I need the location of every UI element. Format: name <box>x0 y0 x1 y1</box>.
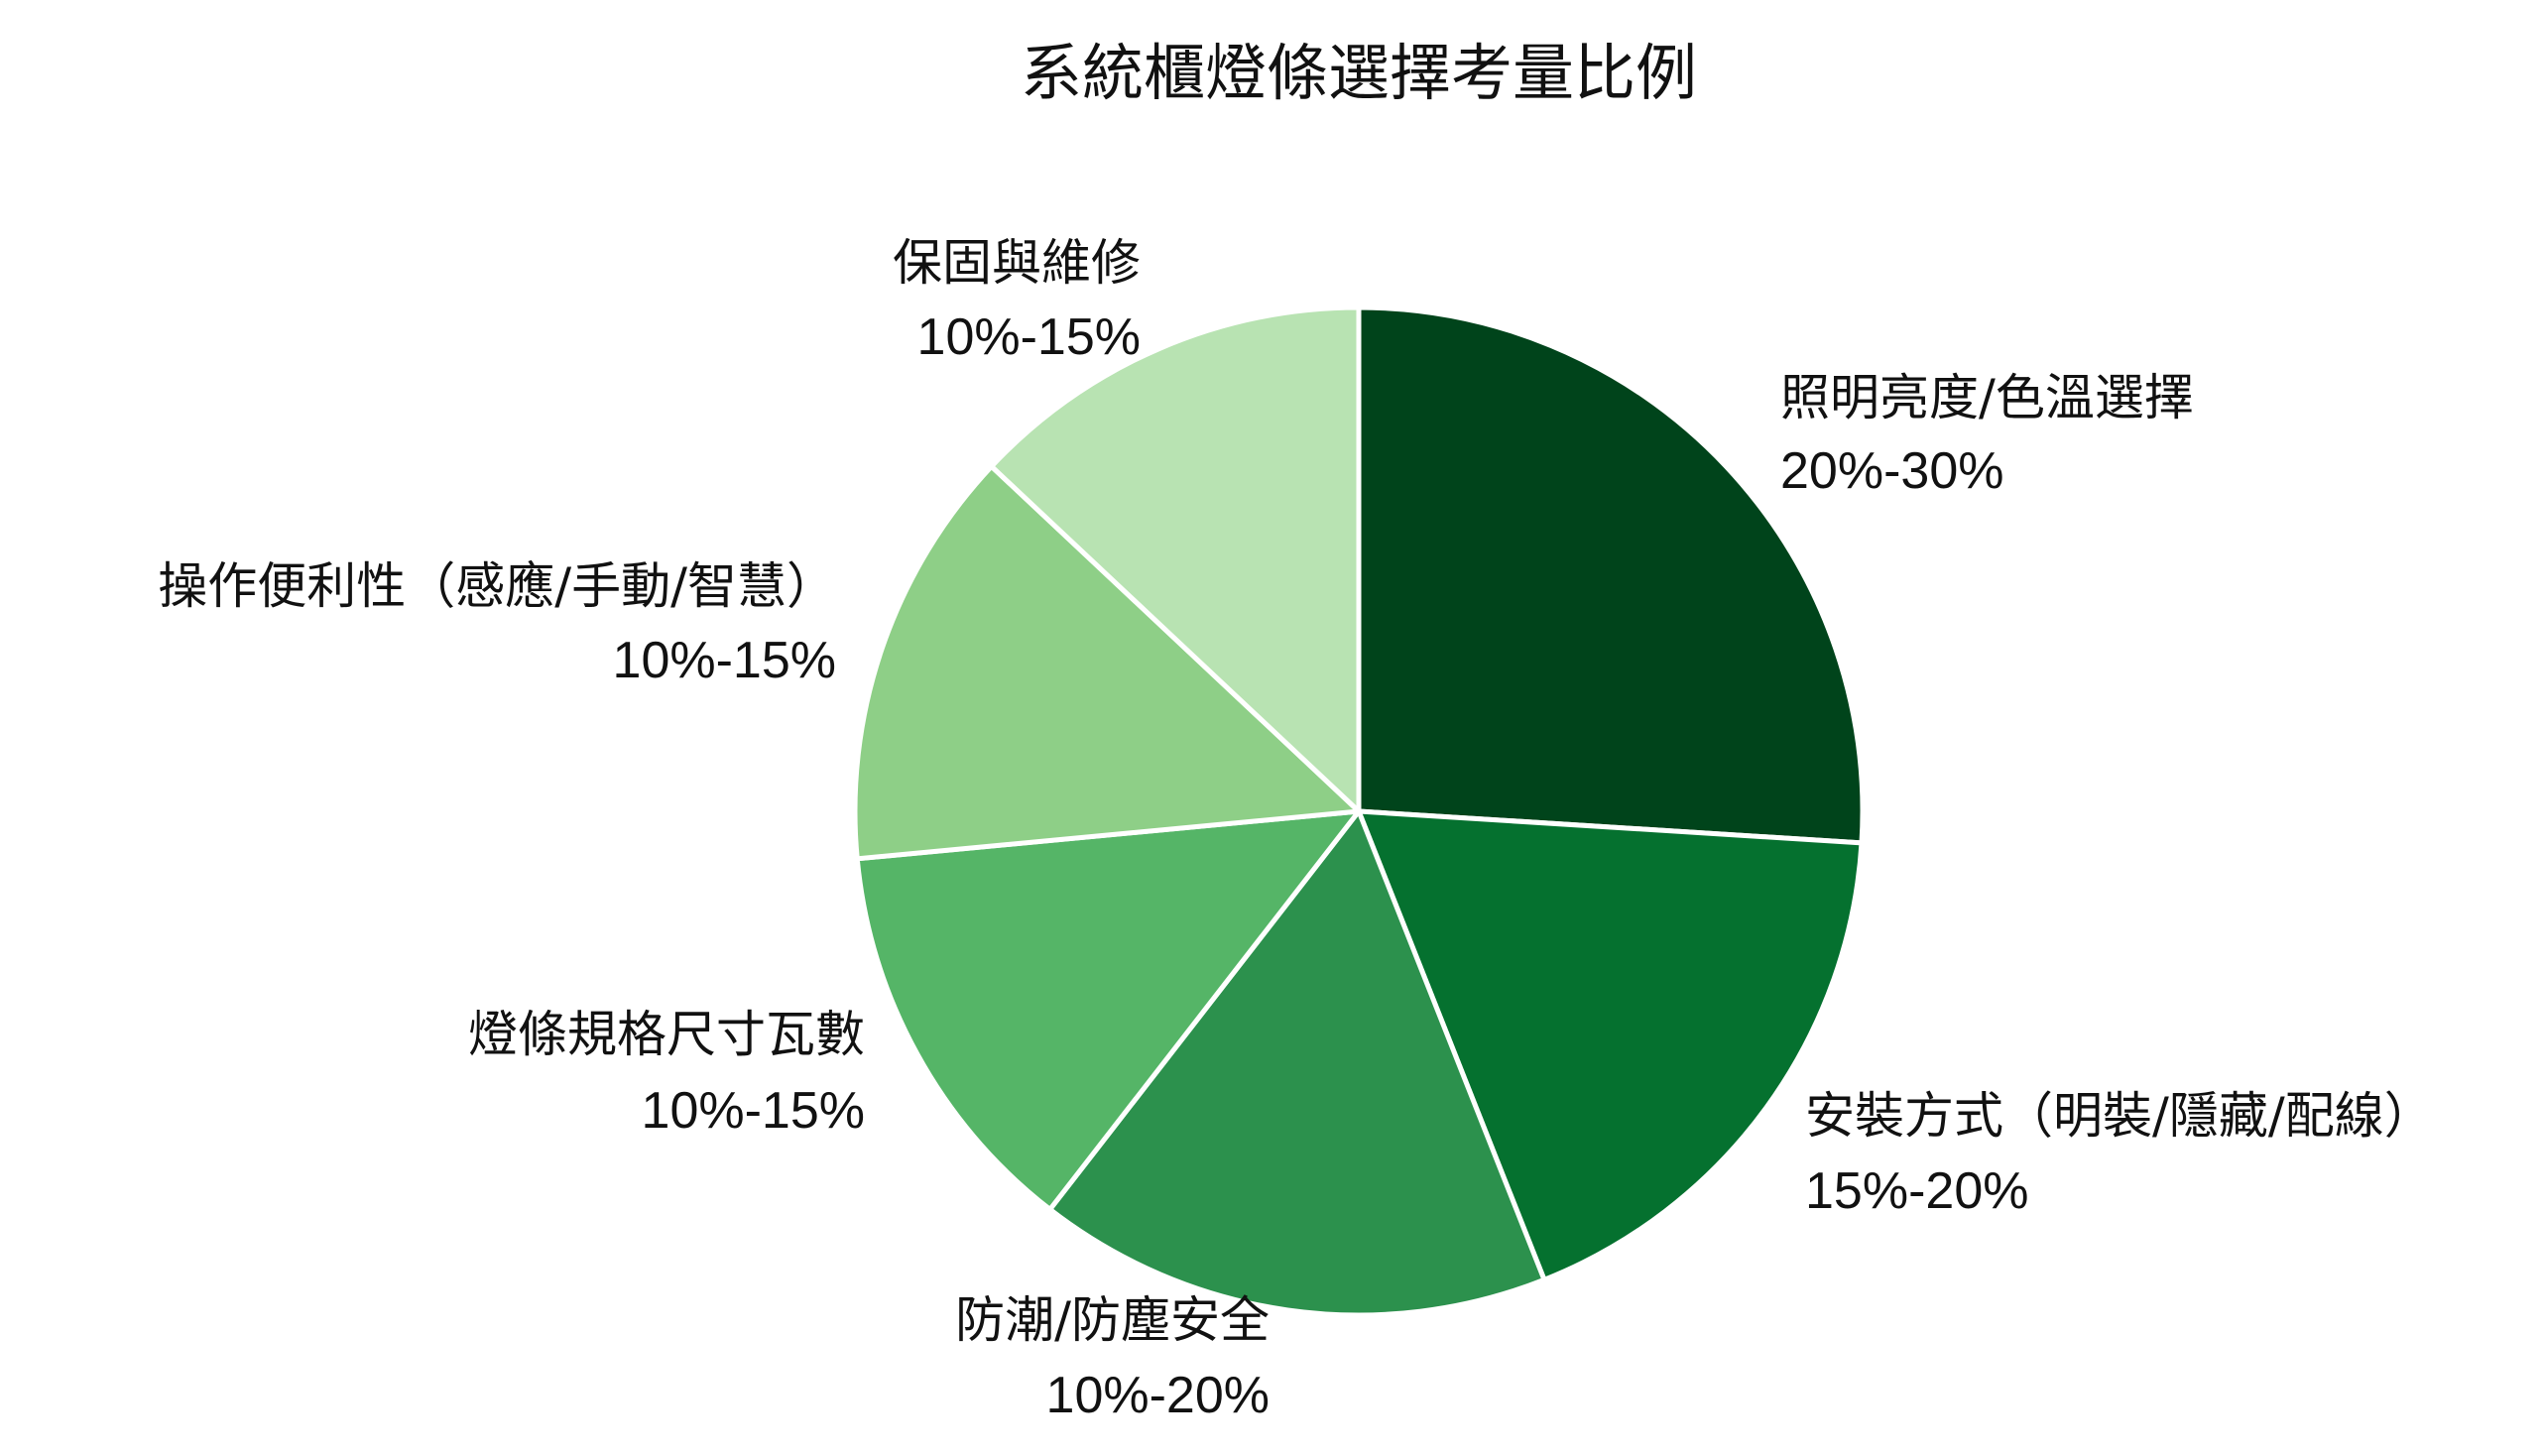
slice-label-moisture-dust: 防潮/防塵安全 <box>955 1291 1270 1349</box>
slice-range-specs: 10%-15% <box>642 1082 865 1140</box>
slice-range-installation: 15%-20% <box>1805 1162 2028 1220</box>
chart-title: 系統櫃燈條選擇考量比例 <box>1021 37 1697 109</box>
slice-label-operation: 操作便利性（感應/手動/智慧） <box>158 557 836 615</box>
slice-range-lighting: 20%-30% <box>1780 442 2003 500</box>
pie-slice-lighting <box>1356 304 1866 846</box>
slice-range-moisture-dust: 10%-20% <box>1046 1367 1270 1424</box>
slice-label-specs: 燈條規格尺寸瓦數 <box>468 1006 865 1063</box>
pie-slice-installation <box>1356 808 1865 1282</box>
slice-range-warranty: 10%-15% <box>917 308 1141 366</box>
slice-range-operation: 10%-15% <box>613 632 836 689</box>
slice-label-installation: 安裝方式（明裝/隱藏/配線） <box>1805 1087 2434 1145</box>
pie-slice-operation <box>852 463 1362 862</box>
slice-label-warranty: 保固與維修 <box>893 234 1141 292</box>
pie-slice-specs <box>854 808 1362 1212</box>
pie-slice-warranty <box>989 304 1362 814</box>
pie-slices <box>852 304 1866 1318</box>
pie-slice-moisture-dust <box>1047 808 1547 1318</box>
slice-label-lighting: 照明亮度/色溫選擇 <box>1780 369 2194 426</box>
